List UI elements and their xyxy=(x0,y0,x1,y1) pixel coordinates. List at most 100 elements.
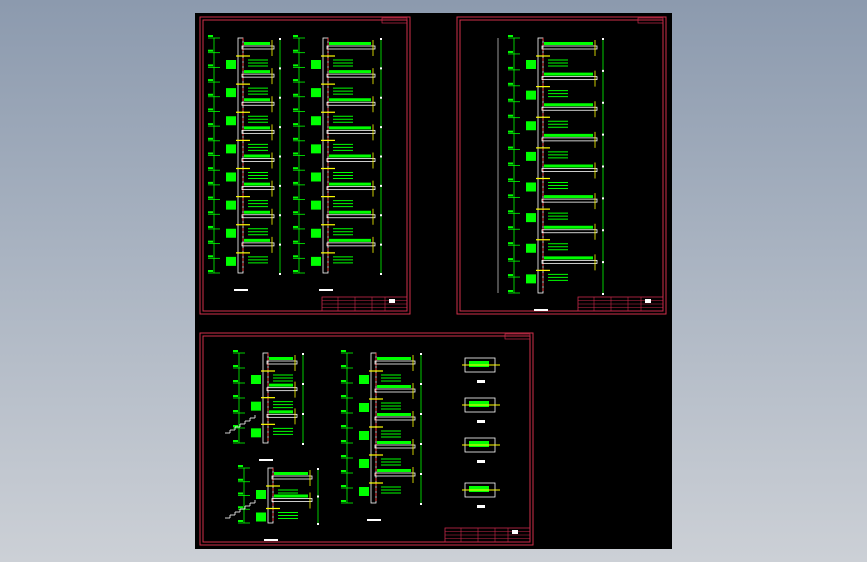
level-label xyxy=(293,93,298,96)
level-label xyxy=(293,211,298,214)
wall-section xyxy=(237,37,244,274)
floor-slab xyxy=(326,45,376,50)
section-title xyxy=(259,459,273,461)
slab-annotation xyxy=(544,195,593,199)
detail-callout xyxy=(311,60,321,69)
detail-callout xyxy=(311,228,321,238)
level-label xyxy=(233,395,238,397)
floor-slab xyxy=(266,387,298,392)
detail-callout xyxy=(526,121,536,131)
cad-drawing-viewport[interactable] xyxy=(195,13,672,549)
floor-slab xyxy=(271,498,313,502)
drawing-sheet-2[interactable] xyxy=(456,16,667,315)
detail-callout xyxy=(526,90,536,100)
title-block-logo xyxy=(512,530,518,534)
sheet-outer-border xyxy=(199,16,411,315)
level-label xyxy=(341,425,346,427)
section-title xyxy=(264,539,278,541)
floor-slab xyxy=(541,259,598,264)
floor-slab xyxy=(541,76,598,81)
floor-slab xyxy=(241,73,275,78)
drawing-sheet-1[interactable] xyxy=(199,16,411,315)
detail-callout xyxy=(311,200,321,210)
floor-slab xyxy=(241,129,275,134)
level-label xyxy=(508,50,513,53)
level-label xyxy=(208,270,213,272)
level-label xyxy=(208,225,213,228)
slab-annotation xyxy=(244,210,270,214)
slab-annotation xyxy=(269,383,293,387)
floor-slab xyxy=(326,129,376,134)
detail-drawing xyxy=(462,437,500,463)
dimension-tick xyxy=(302,443,304,445)
wall-section xyxy=(370,352,377,504)
stair-section xyxy=(225,500,256,519)
detail-hatch xyxy=(469,361,489,367)
level-label xyxy=(238,478,243,481)
dimension-tick xyxy=(602,133,604,136)
level-label xyxy=(341,365,346,367)
level-label xyxy=(293,123,298,126)
dimension-tick xyxy=(420,413,422,415)
slab-annotation xyxy=(544,225,593,229)
detail-callout xyxy=(226,60,236,69)
level-label xyxy=(293,64,298,67)
level-label xyxy=(293,255,298,258)
level-label xyxy=(508,274,513,277)
sheet-header-block xyxy=(504,333,531,340)
level-label xyxy=(341,440,346,442)
dimension-tick xyxy=(279,67,281,70)
sheet-inner-border xyxy=(202,19,408,312)
level-label xyxy=(293,270,298,272)
dimension-tick xyxy=(420,503,422,505)
detail-callout xyxy=(226,172,236,182)
dimension-tick xyxy=(380,67,382,70)
slab-annotation xyxy=(244,154,270,158)
detail-callout xyxy=(311,88,321,98)
dimension-tick xyxy=(602,261,604,264)
slab-annotation xyxy=(544,72,593,76)
dimension-tick xyxy=(279,184,281,187)
detail-callout xyxy=(311,116,321,126)
sheet-inner-border xyxy=(202,335,531,543)
cad-drawing-canvas[interactable] xyxy=(195,13,672,549)
detail-callout xyxy=(311,144,321,154)
title-block xyxy=(444,527,531,543)
level-label xyxy=(238,506,243,509)
level-label xyxy=(341,455,346,457)
level-label xyxy=(341,485,346,487)
level-label xyxy=(293,196,298,199)
slab-annotation xyxy=(244,42,270,45)
dimension-tick xyxy=(602,197,604,200)
level-label xyxy=(508,242,513,245)
level-label xyxy=(233,380,238,382)
detail-callout xyxy=(359,487,369,496)
detail-hatch xyxy=(469,401,489,407)
wall-section xyxy=(322,37,329,274)
detail-callout xyxy=(251,428,261,438)
level-label xyxy=(208,108,213,111)
sheet-header-block xyxy=(637,17,664,24)
level-label xyxy=(208,211,213,214)
level-label xyxy=(341,410,346,412)
level-label xyxy=(341,380,346,382)
slab-annotation xyxy=(329,126,371,130)
dimension-tick xyxy=(380,96,382,99)
level-label xyxy=(208,123,213,126)
detail-hatch xyxy=(469,486,489,492)
slab-annotation xyxy=(544,42,593,45)
level-label xyxy=(508,82,513,85)
dimension-tick xyxy=(380,243,382,246)
detail-drawing xyxy=(462,357,500,383)
floor-slab xyxy=(326,158,376,162)
floor-slab xyxy=(541,137,598,142)
dimension-tick xyxy=(317,468,319,470)
floor-slab xyxy=(374,388,416,393)
level-label xyxy=(341,470,346,472)
level-label xyxy=(208,196,213,199)
detail-callout xyxy=(226,88,236,98)
floor-slab xyxy=(241,45,275,50)
level-label xyxy=(208,240,213,243)
drawing-sheet-3[interactable] xyxy=(199,332,534,546)
level-label xyxy=(508,210,513,213)
